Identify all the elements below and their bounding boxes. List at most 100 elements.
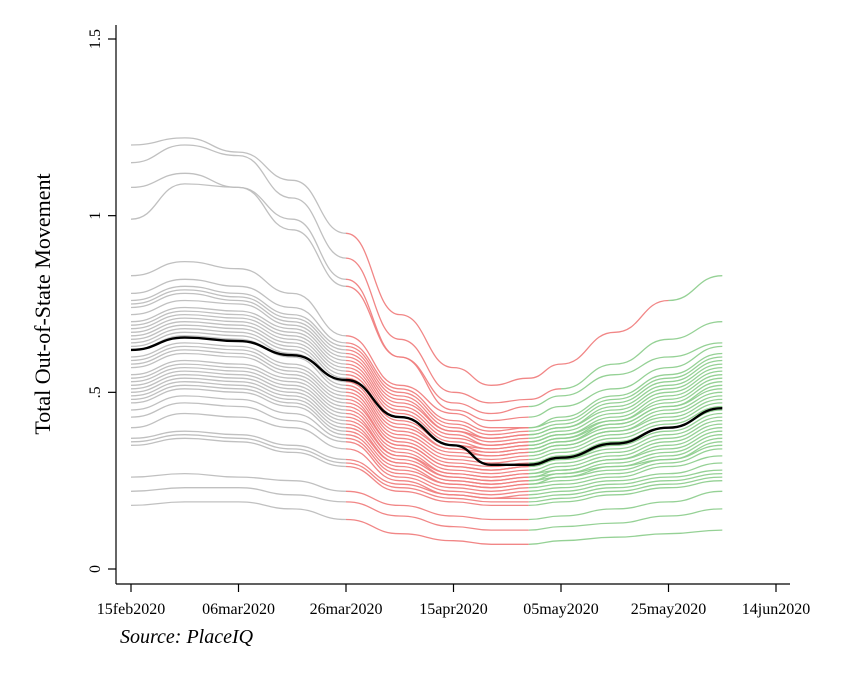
state-series-11-before-line: [130, 306, 347, 362]
state-series-40-before-line: [130, 487, 347, 503]
state-series-33-after-line: [528, 455, 723, 489]
state-series-26-during-line: [345, 412, 530, 478]
state-series-12-before-line: [130, 310, 347, 365]
state-series-4-during-line: [345, 278, 530, 422]
y-axis-title: Total Out-of-State Movement: [30, 173, 55, 434]
average-series-line: [130, 336, 723, 467]
y-tick-label: 1.5: [87, 29, 104, 49]
state-series-37-after-line: [528, 476, 723, 503]
state-series-24-before-line: [130, 359, 347, 408]
x-tick-label: 25may2020: [631, 601, 707, 618]
state-series-27-after-line: [528, 430, 723, 478]
state-series-34-during-line: [345, 441, 530, 496]
state-series-32-before-line: [130, 388, 347, 436]
state-series-18-after-line: [528, 398, 723, 454]
state-series-28-before-line: [130, 374, 347, 422]
y-tick-label: .5: [87, 386, 104, 398]
state-series-4-after-line: [528, 345, 723, 418]
state-series-13-before-line: [130, 313, 347, 369]
state-series-23-after-line: [528, 416, 723, 468]
state-series-25-after-line: [528, 423, 723, 475]
state-series-34-after-line: [528, 462, 723, 492]
state-series-38-before-line: [130, 437, 347, 468]
state-series-39-during-line: [345, 490, 529, 521]
state-series-2-before-line: [130, 144, 347, 259]
state-series-23-before-line: [130, 352, 347, 404]
state-series-30-during-line: [345, 427, 530, 485]
state-series-32-after-line: [528, 448, 723, 485]
state-series-7-after-line: [528, 359, 723, 432]
state-series-10-before-line: [130, 299, 347, 358]
axes-layer: [115, 25, 790, 585]
state-series-39-after-line: [528, 490, 723, 521]
state-series-3-before-line: [130, 172, 347, 287]
ticks-layer: 15feb2020 06mar2020 26mar2020 15apr2020 05ma…: [87, 29, 810, 618]
state-series-41-after-line: [528, 529, 723, 545]
state-series-1-after-line: [668, 275, 723, 302]
state-series-41-before-line: [130, 501, 347, 521]
state-series-15-before-line: [130, 321, 347, 376]
state-series-2-during-line: [345, 257, 562, 404]
state-series-41-during-line: [345, 518, 529, 545]
state-series-20-after-line: [528, 405, 723, 461]
state-series-32-during-line: [345, 434, 530, 489]
state-series-6-during-line: [345, 342, 530, 432]
state-series-36-after-line: [528, 472, 723, 499]
state-series-7-before-line: [130, 285, 347, 348]
state-series-36-during-line: [345, 458, 530, 499]
state-series-27-before-line: [130, 370, 347, 418]
state-series-16-before-line: [130, 324, 347, 379]
state-series-1-before-line: [130, 137, 347, 234]
state-series-36-before-line: [130, 430, 347, 461]
state-series-37-during-line: [345, 462, 530, 503]
state-series-40-during-line: [345, 501, 530, 531]
x-tick-label: 06mar2020: [202, 601, 275, 618]
state-series-24-during-line: [345, 405, 529, 475]
source-note: Source: PlaceIQ: [120, 626, 254, 648]
state-series-22-before-line: [130, 349, 347, 401]
state-series-19-after-line: [528, 402, 723, 457]
state-series-5-during-line: [345, 335, 530, 429]
state-series-10-after-line: [528, 370, 723, 439]
state-series-33-before-line: [130, 395, 347, 439]
state-series-9-after-line: [528, 366, 723, 436]
state-series-5-before-line: [130, 260, 347, 337]
state-series-12-during-line: [345, 363, 530, 446]
state-series-34-before-line: [130, 402, 347, 443]
state-series-14-before-line: [130, 317, 347, 372]
x-tick-label: 26mar2020: [310, 601, 383, 618]
state-series-6-after-line: [528, 356, 723, 429]
state-series-3-during-line: [345, 285, 529, 415]
state-series-9-before-line: [130, 292, 347, 355]
state-series-35-before-line: [130, 412, 347, 450]
x-tick-label: 15apr2020: [419, 601, 487, 618]
state-series-38-after-line: [528, 480, 723, 507]
state-series-39-before-line: [130, 472, 347, 492]
state-series-1-during-line: [345, 232, 669, 386]
state-series-18-during-line: [345, 384, 529, 457]
state-series-30-before-line: [130, 381, 347, 429]
series-layer: [130, 137, 723, 545]
state-series-40-after-line: [528, 508, 723, 531]
state-series-18-before-line: [130, 331, 347, 386]
state-series-25-before-line: [130, 363, 347, 411]
state-series-31-before-line: [130, 384, 347, 432]
state-series-21-during-line: [345, 395, 529, 468]
state-series-6-before-line: [130, 278, 347, 344]
state-series-33-during-line: [345, 437, 530, 492]
state-series-37-before-line: [130, 434, 347, 464]
state-series-23-during-line: [345, 402, 529, 471]
state-series-2-after-line: [560, 321, 723, 390]
y-tick-label: 0: [87, 565, 104, 573]
state-series-20-during-line: [345, 391, 530, 464]
state-series-8-before-line: [130, 289, 347, 351]
x-tick-label: 14jun2020: [742, 601, 810, 618]
state-series-29-before-line: [130, 377, 347, 425]
state-series-38-during-line: [345, 465, 529, 507]
state-series-28-during-line: [345, 419, 529, 482]
state-series-7-during-line: [345, 345, 530, 436]
state-series-4-before-line: [130, 183, 347, 280]
state-series-3-after-line: [528, 342, 723, 408]
state-series-10-during-line: [345, 356, 530, 443]
